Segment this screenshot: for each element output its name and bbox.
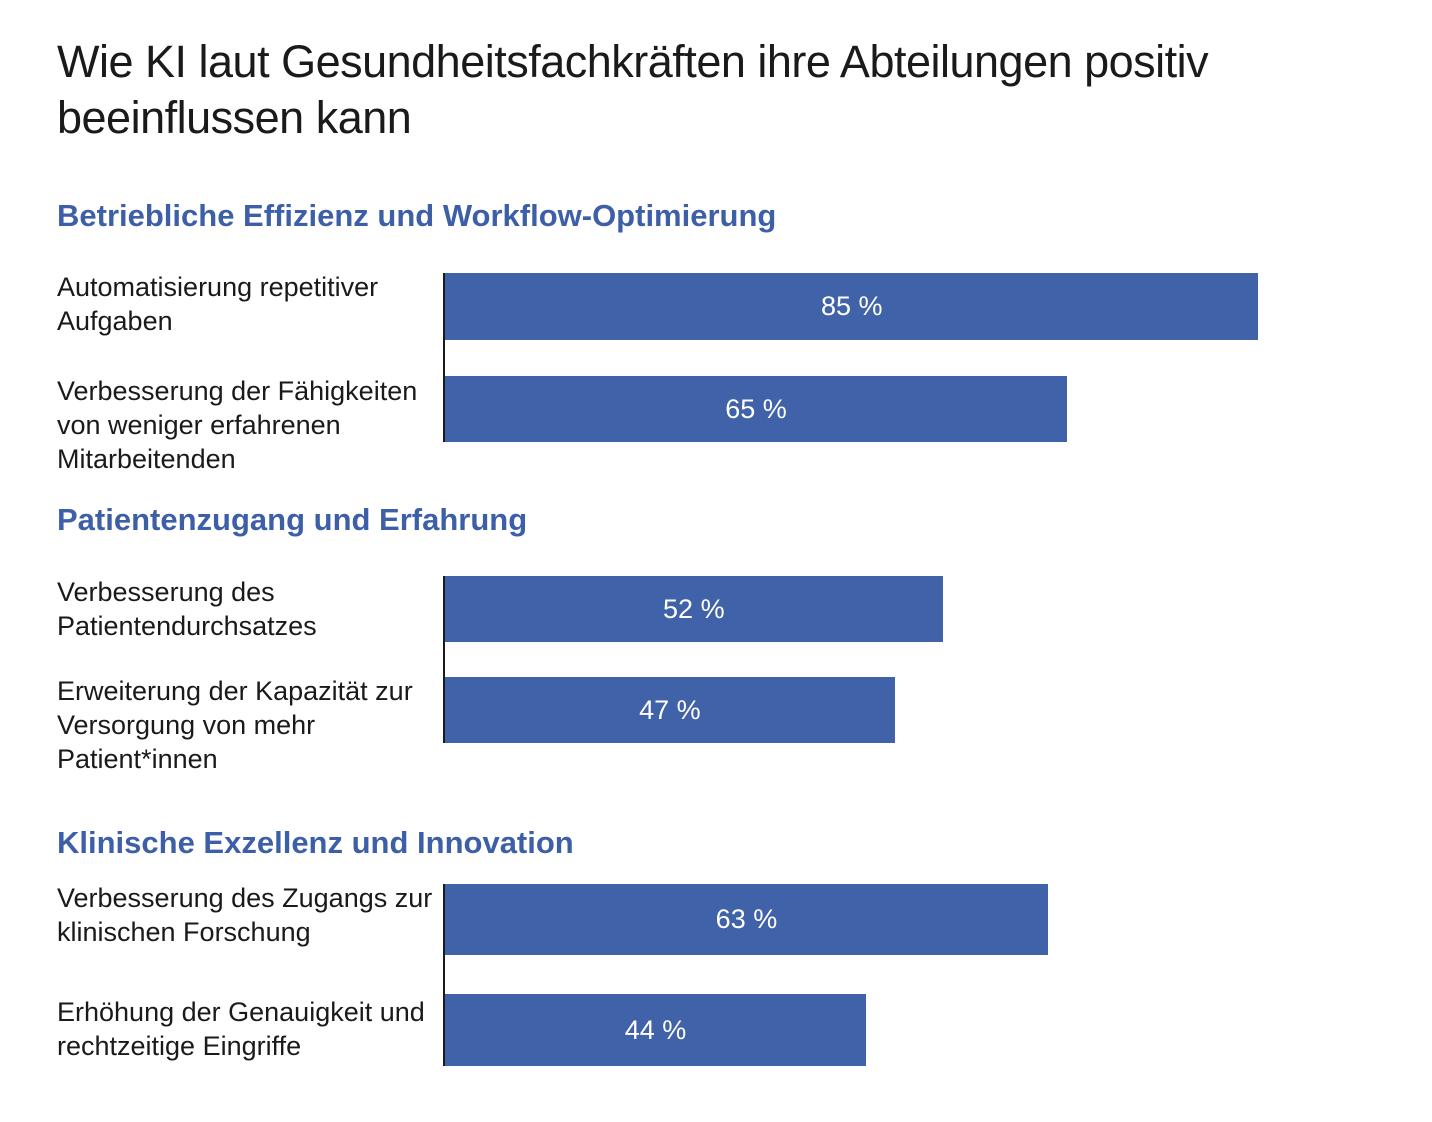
bar-throughput: 52 % <box>445 576 943 642</box>
chart-title: Wie KI laut Gesundheitsfachkräften ihre … <box>57 36 1209 143</box>
bar-automation: 85 % <box>445 273 1259 340</box>
bar-value-label: 47 % <box>639 694 701 725</box>
bar-value-label: 44 % <box>624 1014 687 1045</box>
axis-line-group-1 <box>443 273 445 442</box>
group-title-efficiency: Betriebliche Effizienz und Workflow-Opti… <box>57 198 777 233</box>
bar-research-access: 63 % <box>445 884 1048 955</box>
axis-line-group-3 <box>443 884 445 1066</box>
bar-label: Automatisierung repetitiver Aufgaben <box>57 272 379 336</box>
bar-value-label: 52 % <box>663 593 725 624</box>
bar-capacity: 47 % <box>445 677 895 743</box>
bar-label: Erhöhung der Genauigkeit und rechtzeitig… <box>57 997 425 1061</box>
bar-label: Verbesserung des Zugangs zur klinischen … <box>57 883 433 947</box>
axis-line-group-2 <box>443 576 445 743</box>
bar-accuracy: 44 % <box>445 994 867 1066</box>
bar-label: Erweiterung der Kapazität zur Versorgung… <box>57 676 413 774</box>
bar-skills: 65 % <box>445 376 1068 442</box>
group-title-patient-access: Patientenzugang und Erfahrung <box>57 502 528 537</box>
bar-value-label: 63 % <box>715 904 778 934</box>
bar-value-label: 85 % <box>820 291 883 321</box>
group-title-clinical-excellence: Klinische Exzellenz und Innovation <box>57 825 574 860</box>
bar-value-label: 65 % <box>725 393 787 424</box>
bar-label: Verbesserung der Fähigkeiten von weniger… <box>57 376 418 474</box>
bar-label: Verbesserung des Patientendurchsatzes <box>57 577 317 641</box>
